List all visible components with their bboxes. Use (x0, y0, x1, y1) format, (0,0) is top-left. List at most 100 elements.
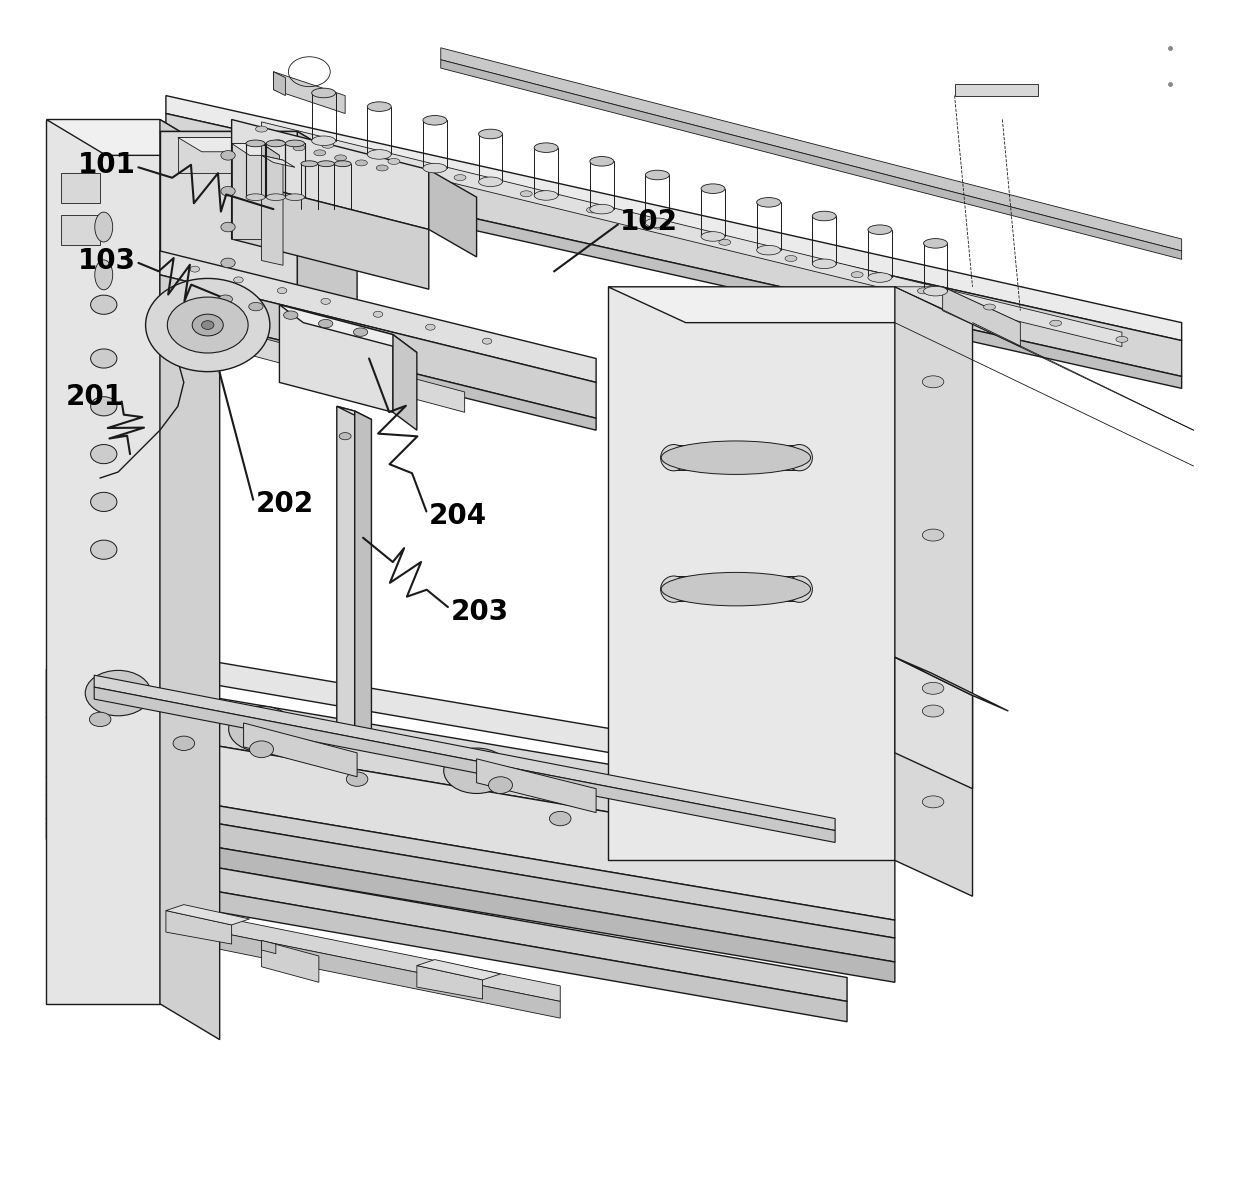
Polygon shape (94, 687, 835, 842)
Ellipse shape (785, 256, 797, 262)
Ellipse shape (335, 155, 347, 161)
Ellipse shape (983, 304, 996, 310)
Polygon shape (46, 717, 895, 920)
Ellipse shape (91, 397, 117, 416)
Polygon shape (52, 863, 847, 1022)
Polygon shape (608, 287, 972, 323)
Ellipse shape (91, 349, 117, 368)
Ellipse shape (661, 576, 687, 602)
Polygon shape (337, 406, 372, 419)
Ellipse shape (661, 572, 811, 606)
Ellipse shape (190, 266, 200, 272)
Polygon shape (160, 131, 357, 167)
Ellipse shape (335, 161, 351, 166)
Ellipse shape (924, 287, 947, 296)
Ellipse shape (218, 295, 233, 304)
Text: 202: 202 (255, 490, 314, 519)
Polygon shape (895, 287, 1021, 323)
Ellipse shape (267, 140, 285, 147)
Ellipse shape (923, 682, 944, 694)
Ellipse shape (314, 149, 326, 155)
Polygon shape (177, 137, 232, 173)
Ellipse shape (228, 706, 294, 752)
Ellipse shape (91, 445, 117, 464)
Polygon shape (608, 287, 895, 860)
Polygon shape (160, 275, 596, 418)
Ellipse shape (221, 222, 236, 232)
Ellipse shape (719, 239, 730, 245)
Ellipse shape (145, 278, 270, 372)
Ellipse shape (249, 741, 274, 758)
Polygon shape (232, 143, 262, 239)
Polygon shape (673, 576, 800, 601)
Ellipse shape (521, 191, 532, 197)
Ellipse shape (373, 312, 383, 317)
Ellipse shape (91, 492, 117, 511)
Polygon shape (232, 120, 429, 229)
Polygon shape (46, 819, 895, 982)
Polygon shape (895, 657, 1008, 711)
Polygon shape (429, 170, 476, 257)
Polygon shape (61, 215, 100, 245)
Ellipse shape (91, 540, 117, 559)
Ellipse shape (221, 330, 236, 339)
Ellipse shape (233, 277, 243, 283)
Text: 103: 103 (78, 246, 136, 275)
Ellipse shape (786, 445, 812, 471)
Polygon shape (262, 122, 1122, 347)
Ellipse shape (646, 170, 670, 179)
Polygon shape (262, 155, 283, 265)
Ellipse shape (94, 259, 113, 290)
Polygon shape (160, 311, 465, 412)
Polygon shape (166, 905, 249, 925)
Polygon shape (417, 960, 501, 980)
Ellipse shape (202, 320, 215, 330)
Polygon shape (52, 839, 847, 1001)
Ellipse shape (661, 445, 687, 471)
Polygon shape (337, 406, 355, 735)
Polygon shape (262, 155, 295, 167)
Ellipse shape (918, 288, 929, 294)
Polygon shape (262, 143, 279, 251)
Ellipse shape (489, 777, 512, 793)
Polygon shape (895, 657, 972, 789)
Ellipse shape (868, 272, 892, 282)
Ellipse shape (812, 212, 836, 221)
Ellipse shape (590, 157, 614, 166)
Ellipse shape (812, 259, 836, 269)
Polygon shape (243, 723, 357, 777)
Ellipse shape (1116, 337, 1128, 342)
Ellipse shape (661, 441, 811, 474)
Polygon shape (279, 305, 417, 353)
Ellipse shape (301, 161, 317, 166)
Polygon shape (160, 131, 298, 347)
Ellipse shape (167, 298, 248, 353)
Ellipse shape (646, 217, 670, 227)
Ellipse shape (423, 116, 446, 125)
Ellipse shape (479, 129, 502, 139)
Polygon shape (160, 311, 596, 430)
Ellipse shape (311, 136, 336, 146)
Ellipse shape (425, 324, 435, 330)
Polygon shape (355, 411, 372, 743)
Polygon shape (440, 48, 1182, 251)
Ellipse shape (534, 191, 558, 201)
Ellipse shape (923, 705, 944, 717)
Ellipse shape (923, 796, 944, 808)
Polygon shape (955, 84, 1038, 96)
Ellipse shape (267, 194, 285, 201)
Polygon shape (166, 911, 232, 944)
Ellipse shape (367, 102, 391, 111)
Ellipse shape (293, 145, 305, 151)
Ellipse shape (340, 433, 351, 440)
Polygon shape (46, 795, 895, 962)
Ellipse shape (246, 194, 265, 201)
Ellipse shape (924, 239, 947, 249)
Polygon shape (262, 940, 319, 982)
Ellipse shape (549, 811, 570, 826)
Polygon shape (46, 120, 219, 155)
Polygon shape (46, 777, 895, 938)
Text: 102: 102 (620, 208, 678, 237)
Ellipse shape (91, 295, 117, 314)
Ellipse shape (284, 311, 298, 319)
